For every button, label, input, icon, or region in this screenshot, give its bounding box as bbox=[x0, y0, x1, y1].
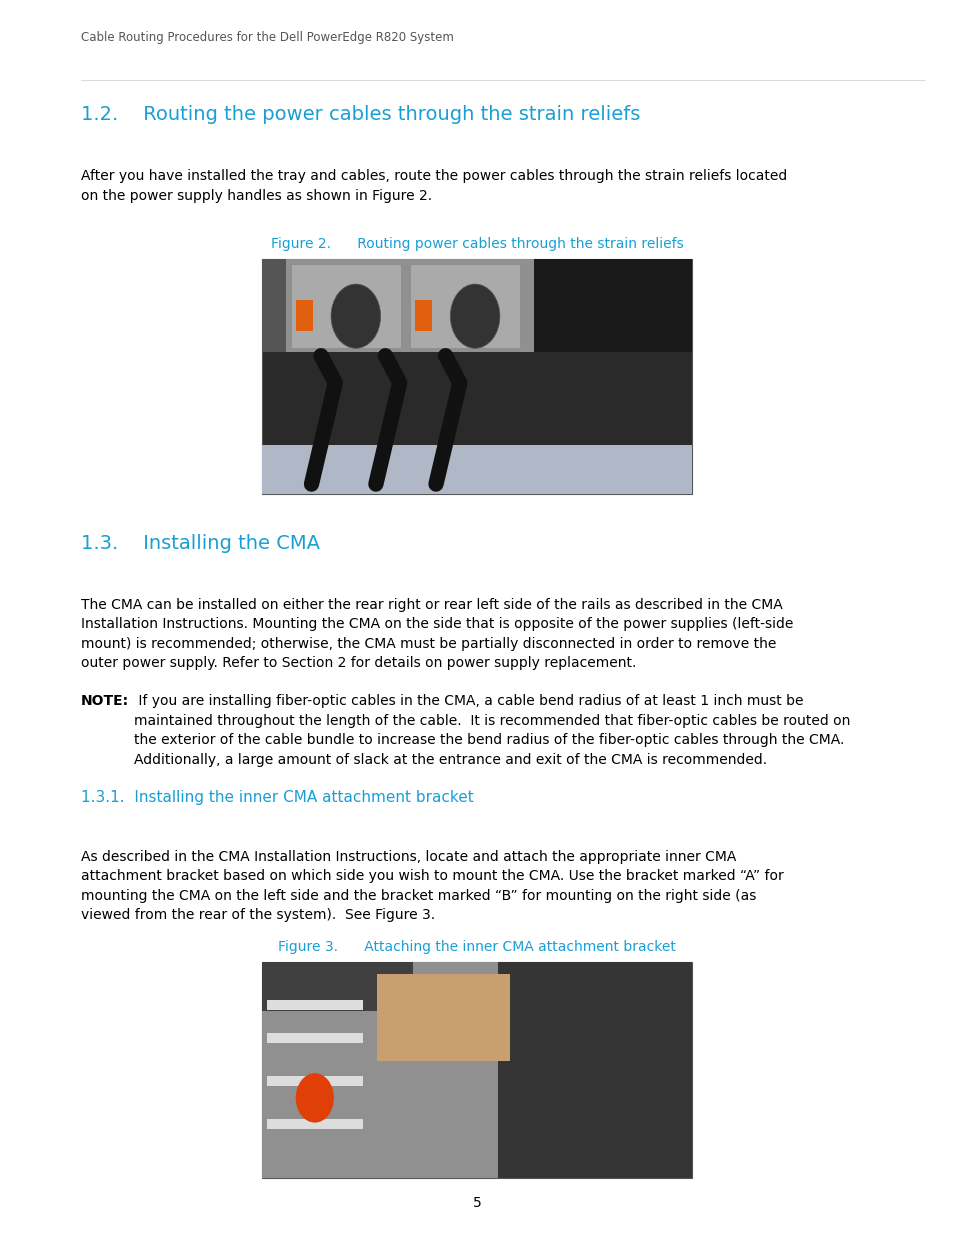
Bar bbox=[415, 300, 432, 331]
Bar bbox=[262, 962, 497, 1178]
Bar bbox=[262, 962, 412, 1011]
Text: Figure 3.      Attaching the inner CMA attachment bracket: Figure 3. Attaching the inner CMA attach… bbox=[277, 940, 676, 953]
Text: 1.2.    Routing the power cables through the strain reliefs: 1.2. Routing the power cables through th… bbox=[81, 105, 639, 124]
Bar bbox=[497, 962, 691, 1178]
Bar bbox=[534, 259, 691, 352]
Bar bbox=[295, 300, 313, 331]
Text: 1.3.    Installing the CMA: 1.3. Installing the CMA bbox=[81, 534, 320, 552]
Bar bbox=[376, 974, 510, 1061]
Circle shape bbox=[331, 284, 380, 348]
Bar bbox=[262, 445, 691, 494]
Text: NOTE:: NOTE: bbox=[81, 694, 129, 708]
Circle shape bbox=[295, 1073, 334, 1123]
Text: If you are installing fiber-optic cables in the CMA, a cable bend radius of at l: If you are installing fiber-optic cables… bbox=[133, 694, 849, 767]
Bar bbox=[267, 1032, 362, 1042]
Text: Cable Routing Procedures for the Dell PowerEdge R820 System: Cable Routing Procedures for the Dell Po… bbox=[81, 31, 454, 44]
Text: As described in the CMA Installation Instructions, locate and attach the appropr: As described in the CMA Installation Ins… bbox=[81, 850, 783, 923]
Text: 5: 5 bbox=[472, 1197, 481, 1210]
Bar bbox=[262, 259, 286, 352]
Bar bbox=[267, 1000, 362, 1010]
Text: After you have installed the tray and cables, route the power cables through the: After you have installed the tray and ca… bbox=[81, 169, 786, 203]
Bar bbox=[262, 259, 691, 352]
Bar bbox=[410, 264, 519, 348]
Text: The CMA can be installed on either the rear right or rear left side of the rails: The CMA can be installed on either the r… bbox=[81, 598, 793, 671]
Bar bbox=[262, 259, 691, 494]
Bar bbox=[267, 1119, 362, 1129]
Bar bbox=[291, 264, 400, 348]
Circle shape bbox=[450, 284, 499, 348]
Bar bbox=[267, 1076, 362, 1086]
Text: 1.3.1.  Installing the inner CMA attachment bracket: 1.3.1. Installing the inner CMA attachme… bbox=[81, 790, 474, 805]
Bar bbox=[262, 962, 691, 1178]
Text: Figure 2.      Routing power cables through the strain reliefs: Figure 2. Routing power cables through t… bbox=[271, 237, 682, 251]
